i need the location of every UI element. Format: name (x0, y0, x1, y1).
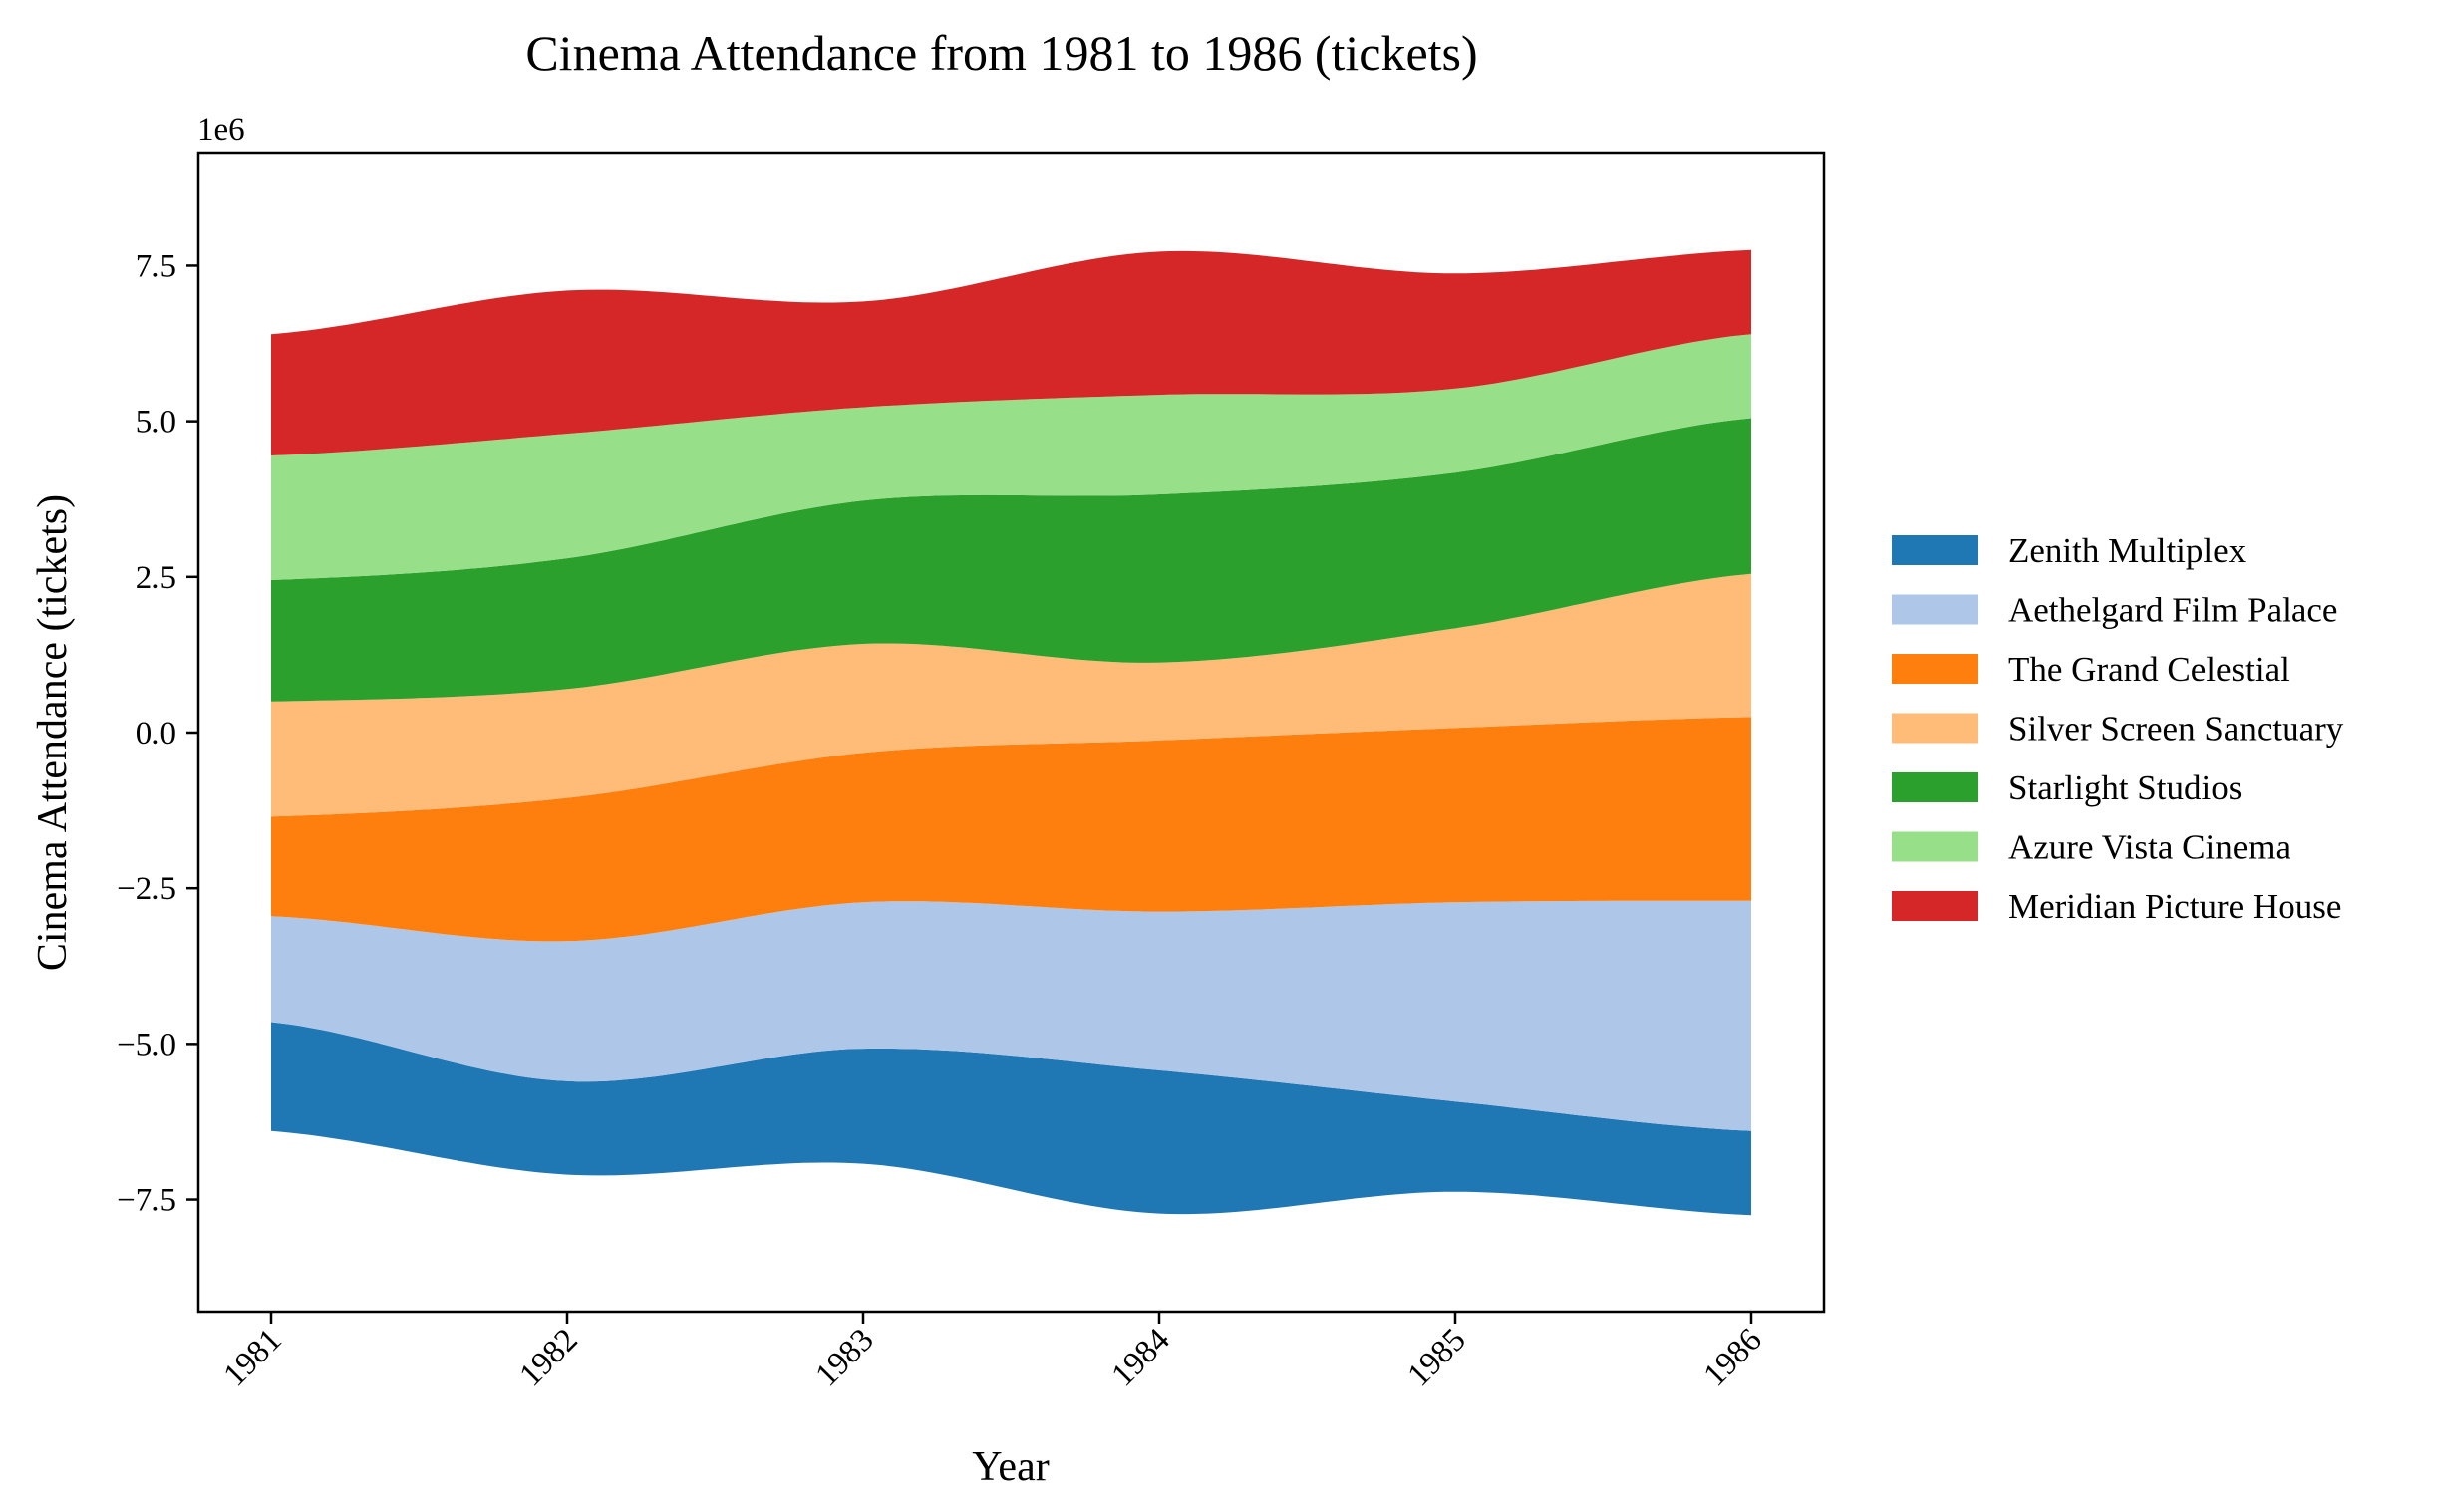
y-tick-label: −5.0 (117, 1027, 176, 1062)
area-the-grand-celestial (271, 717, 1751, 942)
area-azure-vista-cinema (271, 334, 1751, 580)
x-tick-label: 1984 (1105, 1322, 1177, 1393)
y-offset-label: 1e6 (197, 112, 245, 148)
x-axis: 1981 1982 1983 1984 1985 1986 (217, 1312, 1769, 1393)
y-tick-label: 7.5 (136, 248, 176, 284)
legend-label: Aethelgard Film Palace (2008, 591, 2337, 630)
legend-swatch (1892, 713, 1978, 744)
chart-title: Cinema Attendance from 1981 to 1986 (tic… (525, 25, 1477, 81)
legend-label: Azure Vista Cinema (2008, 828, 2290, 867)
y-tick-label: −2.5 (117, 871, 176, 907)
x-tick-label: 1985 (1401, 1322, 1473, 1393)
x-tick-label: 1982 (513, 1322, 585, 1393)
legend-label: Zenith Multiplex (2008, 531, 2247, 570)
area-meridian-picture-house (271, 249, 1751, 455)
legend: Zenith Multiplex Aethelgard Film Palace Th… (1892, 531, 2344, 926)
legend-swatch (1892, 535, 1978, 565)
area-zenith-multiplex (271, 1022, 1751, 1216)
x-tick-label: 1986 (1697, 1322, 1769, 1393)
y-tick-label: 5.0 (136, 405, 176, 441)
legend-swatch (1892, 772, 1978, 802)
legend-swatch (1892, 831, 1978, 862)
legend-swatch (1892, 891, 1978, 921)
area-silver-screen-sanctuary (271, 573, 1751, 817)
y-tick-label: 0.0 (136, 716, 176, 752)
legend-label: The Grand Celestial (2008, 650, 2290, 689)
legend-swatch (1892, 594, 1978, 625)
x-axis-label: Year (972, 1444, 1049, 1490)
y-axis: −7.5 −5.0 −2.5 0.0 2.5 5.0 7.5 (117, 248, 198, 1219)
x-tick-label: 1983 (809, 1322, 881, 1393)
y-tick-label: −7.5 (117, 1183, 176, 1219)
legend-label: Meridian Picture House (2008, 887, 2341, 926)
stream-areas (271, 249, 1751, 1216)
legend-label: Silver Screen Sanctuary (2008, 710, 2344, 749)
y-tick-label: 2.5 (136, 560, 176, 596)
area-starlight-studios (271, 418, 1751, 702)
x-tick-label: 1981 (217, 1322, 289, 1393)
legend-swatch (1892, 654, 1978, 684)
y-axis-label: Cinema Attendance (tickets) (30, 494, 76, 971)
area-aethelgard-film-palace (271, 900, 1751, 1131)
legend-label: Starlight Studios (2008, 768, 2242, 807)
